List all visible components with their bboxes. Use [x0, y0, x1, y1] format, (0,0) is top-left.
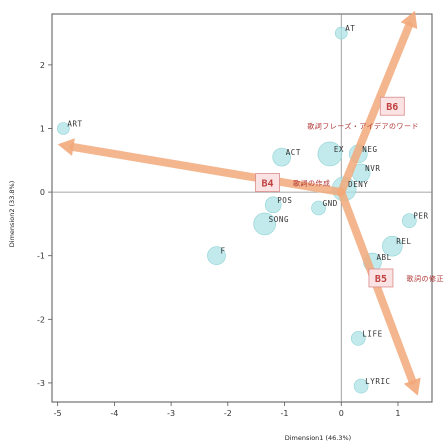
point-label: ART — [67, 119, 82, 128]
group-label: B5 — [375, 274, 387, 285]
x-tick-label: -4 — [110, 409, 118, 418]
point-bubble — [272, 147, 292, 167]
y-tick-label: 0 — [40, 188, 45, 197]
point-label: ACT — [286, 148, 301, 157]
group-label: B4 — [261, 179, 273, 190]
point-label: EX — [334, 145, 344, 154]
point-bubble — [311, 200, 326, 216]
point-label: AT — [345, 24, 355, 33]
point-bubble — [207, 246, 226, 266]
group-box — [368, 268, 394, 288]
point-bubble — [253, 212, 276, 236]
group-sublabel: 歌詞の作成 — [293, 179, 331, 188]
group-sublabel: 歌詞の修正 — [406, 274, 444, 283]
point-label: DENY — [348, 180, 368, 189]
y-tick-label: -3 — [37, 379, 45, 388]
group-box — [255, 173, 280, 192]
y-tick-label: 2 — [40, 61, 45, 70]
point-bubble — [381, 235, 403, 257]
group-label: B6 — [386, 102, 398, 113]
x-tick-label: -5 — [54, 409, 62, 418]
point-label: GND — [323, 199, 338, 208]
x-tick-label: -2 — [224, 409, 232, 418]
point-labels: AT ART ACT EX NEG NVR DENY POS GND SONG F PER REL ABL… — [67, 24, 428, 386]
group-box — [379, 96, 405, 116]
x-tick-label: 1 — [395, 409, 400, 418]
point-bubble — [402, 213, 417, 229]
reference-lines — [52, 14, 432, 402]
point-label: POS — [277, 196, 292, 205]
point-bubble — [334, 26, 348, 40]
y-tick-label: -2 — [37, 315, 45, 324]
y-axis-title: Dimension2 (33.8%) — [8, 181, 16, 247]
vector-arrowhead — [400, 10, 418, 30]
y-tick-label: -1 — [37, 252, 45, 261]
point-bubble — [264, 196, 282, 214]
point-label: NVR — [365, 164, 380, 173]
point-label: LYRIC — [365, 377, 391, 386]
x-tick-label: -3 — [167, 409, 175, 418]
point-label: F — [220, 247, 225, 256]
point-label: SONG — [269, 215, 289, 224]
y-tick-label: 1 — [40, 124, 45, 133]
plot-frame — [51, 13, 433, 403]
vector-shaft — [337, 21, 413, 197]
point-label: NEG — [362, 145, 377, 154]
vector-arrowhead — [57, 138, 75, 156]
vector-shaft — [69, 143, 346, 197]
point-label: REL — [396, 237, 411, 246]
point-bubble — [353, 378, 369, 394]
vector-arrowhead — [403, 377, 421, 396]
point-bubble — [57, 122, 70, 135]
x-ticks: -5 -4 -3 -2 -1 0 1 — [54, 402, 401, 418]
point-label: PER — [413, 212, 428, 221]
point-bubble — [317, 141, 343, 167]
point-label: LIFE — [362, 329, 382, 338]
x-axis-title: Dimension1 (46.3%) — [285, 434, 351, 442]
point-label: ABL — [376, 253, 391, 262]
y-ticks: 2 1 0 -1 -2 -3 — [37, 61, 52, 388]
x-tick-label: 0 — [339, 409, 344, 418]
x-tick-label: -1 — [281, 409, 289, 418]
point-bubble — [350, 331, 366, 346]
group-sublabel: 歌詞フレーズ・アイデアのワード — [307, 121, 419, 130]
